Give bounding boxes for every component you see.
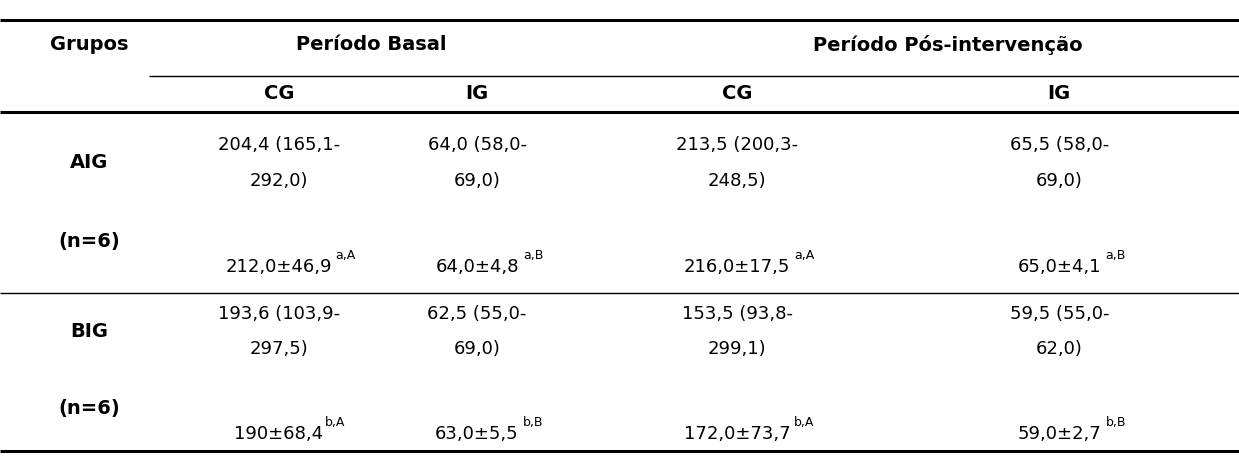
Text: 190±68,4: 190±68,4: [234, 425, 323, 443]
Text: 212,0±46,9: 212,0±46,9: [225, 258, 332, 276]
Text: 297,5): 297,5): [249, 340, 309, 358]
Text: (n=6): (n=6): [58, 400, 120, 418]
Text: IG: IG: [1048, 84, 1070, 103]
Text: 64,0 (58,0-: 64,0 (58,0-: [427, 136, 527, 154]
Text: 65,5 (58,0-: 65,5 (58,0-: [1010, 136, 1109, 154]
Text: 59,5 (55,0-: 59,5 (55,0-: [1010, 305, 1109, 323]
Text: (n=6): (n=6): [58, 232, 120, 251]
Text: b,A: b,A: [325, 416, 346, 429]
Text: 292,0): 292,0): [249, 172, 309, 189]
Text: 59,0±2,7: 59,0±2,7: [1017, 425, 1101, 443]
Text: 65,0±4,1: 65,0±4,1: [1017, 258, 1101, 276]
Text: b,B: b,B: [1105, 416, 1126, 429]
Text: 216,0±17,5: 216,0±17,5: [684, 258, 790, 276]
Text: IG: IG: [466, 84, 488, 103]
Text: 69,0): 69,0): [453, 172, 501, 189]
Text: 299,1): 299,1): [707, 340, 767, 358]
Text: 69,0): 69,0): [453, 340, 501, 358]
Text: 62,0): 62,0): [1036, 340, 1083, 358]
Text: 193,6 (103,9-: 193,6 (103,9-: [218, 305, 339, 323]
Text: b,A: b,A: [794, 416, 814, 429]
Text: a,A: a,A: [336, 250, 356, 262]
Text: 172,0±73,7: 172,0±73,7: [684, 425, 790, 443]
Text: AIG: AIG: [71, 153, 108, 173]
Text: 213,5 (200,3-: 213,5 (200,3-: [676, 136, 798, 154]
Text: a,A: a,A: [794, 250, 814, 262]
Text: b,B: b,B: [523, 416, 544, 429]
Text: 63,0±5,5: 63,0±5,5: [435, 425, 519, 443]
Text: BIG: BIG: [71, 322, 108, 341]
Text: 69,0): 69,0): [1036, 172, 1083, 189]
Text: 62,5 (55,0-: 62,5 (55,0-: [427, 305, 527, 323]
Text: Período Pós-intervenção: Período Pós-intervenção: [813, 35, 1083, 54]
Text: 248,5): 248,5): [707, 172, 767, 189]
Text: CG: CG: [722, 84, 752, 103]
Text: a,B: a,B: [1105, 250, 1126, 262]
Text: Período Basal: Período Basal: [296, 35, 447, 54]
Text: Grupos: Grupos: [50, 35, 129, 54]
Text: CG: CG: [264, 84, 294, 103]
Text: 64,0±4,8: 64,0±4,8: [435, 258, 519, 276]
Text: 204,4 (165,1-: 204,4 (165,1-: [218, 136, 339, 154]
Text: a,B: a,B: [523, 250, 544, 262]
Text: 153,5 (93,8-: 153,5 (93,8-: [681, 305, 793, 323]
